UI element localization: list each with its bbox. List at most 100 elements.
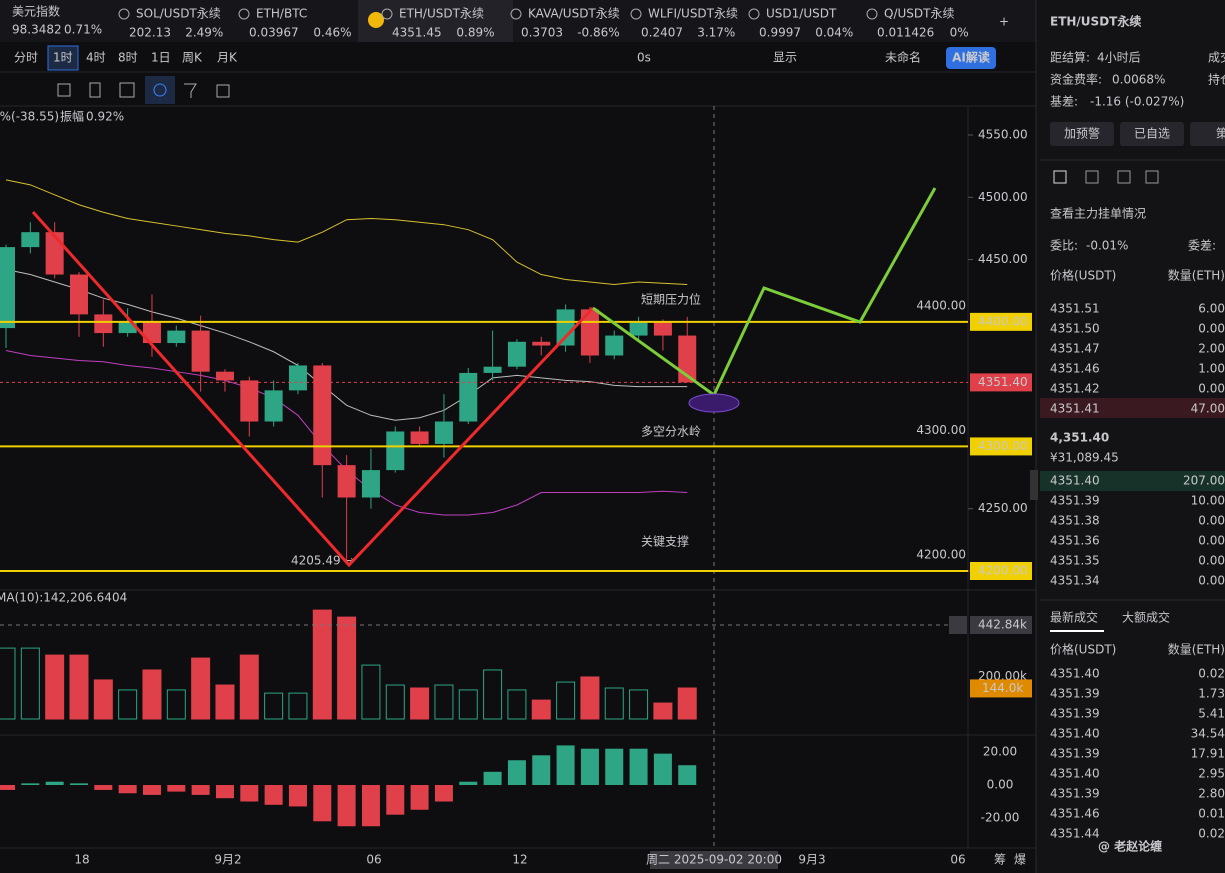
candle-body: [45, 232, 64, 275]
trade-tab: 大额成交: [1122, 610, 1170, 625]
tool-icon[interactable]: [119, 82, 135, 98]
macd-bar: [118, 785, 137, 794]
tab-name: ETH/BTC: [256, 7, 307, 21]
ratio-value: -0.01%: [1086, 239, 1128, 253]
volume-bar: [142, 669, 162, 720]
ai-button[interactable]: [946, 47, 996, 69]
active-tool: [145, 76, 175, 104]
candle-body: [507, 341, 526, 367]
info-label: 基差:: [1050, 95, 1078, 109]
volume-bar: [410, 687, 430, 720]
trade-qty: 5.41: [1198, 707, 1225, 721]
ask-qty: 6.00: [1198, 302, 1225, 316]
tool-icon[interactable]: [216, 84, 230, 98]
trade-price: 4351.40: [1050, 767, 1100, 781]
low-marker: 4205.49 →: [291, 554, 355, 568]
panel-button: [1190, 122, 1225, 146]
macd-bar: [434, 785, 453, 802]
bid-qty: 10.00: [1191, 494, 1225, 508]
volume-bar: [215, 684, 235, 720]
level-box: [970, 562, 1032, 580]
macd-bar: [167, 785, 186, 792]
ask-qty: 1.00: [1198, 362, 1225, 376]
macd-bar: [264, 785, 283, 805]
macd-tick: 20.00: [983, 745, 1017, 759]
info-value: 4小时后: [1097, 51, 1141, 65]
volume-bar: [531, 699, 551, 720]
volume-bar: [629, 689, 649, 720]
trade-price: 4351.46: [1050, 807, 1100, 821]
volume-bar: [507, 689, 527, 720]
panel-handle[interactable]: [1030, 470, 1038, 500]
volume-ma: MA(10):142,206.6404: [0, 591, 127, 605]
y-tick-label: 4550.00: [978, 128, 1028, 142]
volume-bar: [580, 676, 600, 720]
volume-bar: [434, 684, 454, 720]
timeframe: 周K: [182, 51, 203, 65]
bid-price: 4351.39: [1050, 494, 1100, 508]
x-tick-label: 9月3: [798, 853, 825, 867]
candle-body: [288, 365, 307, 391]
tab-name: WLFI/USDT永续: [648, 7, 738, 21]
candle-body: [215, 371, 234, 381]
volume-bar: [653, 702, 673, 720]
info-value: -1.16 (-0.027%): [1090, 95, 1184, 109]
bid-qty: 0.00: [1198, 514, 1225, 528]
macd-bar: [361, 785, 380, 827]
ai-label: AI解读: [952, 50, 990, 65]
macd-bar: [410, 785, 429, 810]
button-label: 加预警: [1064, 126, 1100, 141]
annotation: 关键支撑: [641, 534, 689, 549]
macd-bar: [94, 785, 113, 790]
macd-bar: [386, 785, 405, 815]
volume-bar: [118, 689, 138, 720]
panel-button: [1050, 122, 1114, 146]
bid-qty: 207.00: [1183, 474, 1225, 488]
tool-icon[interactable]: [89, 82, 101, 98]
tab-icon: [510, 8, 522, 20]
cursor-tag: [650, 851, 778, 869]
volume-ma-tag: [970, 679, 1032, 698]
panel-title: ETH/USDT永续: [1050, 14, 1141, 29]
macd-bar: [215, 785, 234, 799]
candle-body: [459, 372, 478, 422]
diff-label: 委差:: [1188, 239, 1216, 253]
add-tab[interactable]: +: [999, 15, 1009, 29]
tool-icon[interactable]: [57, 83, 71, 97]
ask-price: 4351.51: [1050, 302, 1100, 316]
bid-price: 4351.36: [1050, 534, 1100, 548]
macd-bar: [191, 785, 210, 795]
level-label: 4400.00: [916, 298, 966, 312]
trade-price: 4351.39: [1050, 687, 1100, 701]
macd-bar: [45, 781, 64, 785]
tool-icon[interactable]: [153, 83, 167, 97]
red-trendline: [31, 210, 595, 568]
watermark: @ 老赵论缠: [1098, 839, 1162, 854]
button-label: 策: [1216, 127, 1225, 141]
band-upper: [5, 179, 688, 285]
header: 数量(ETH): [1168, 642, 1225, 657]
display-menu: 显示: [773, 51, 797, 65]
tab-icon: [238, 8, 250, 20]
volume-bar: [385, 684, 405, 720]
tool-icon[interactable]: [184, 83, 197, 98]
cny-price: ¥31,089.45: [1050, 451, 1119, 465]
tab-change: 3.17%: [697, 26, 735, 40]
candle-body: [410, 431, 429, 444]
ask-qty: 0.00: [1198, 322, 1225, 336]
macd-bar: [313, 785, 332, 822]
info-value: 0.0068%: [1112, 73, 1165, 87]
green-trendline: [592, 187, 937, 398]
ask-qty: 0.00: [1198, 382, 1225, 396]
x-tick-label: 9月2: [214, 853, 241, 867]
last-price-box: [970, 373, 1032, 392]
x-tick-label: 06: [950, 853, 965, 867]
ask-price: 4351.42: [1050, 382, 1100, 396]
highlight-ellipse: [688, 393, 740, 413]
trade-qty: 0.02: [1198, 827, 1225, 841]
ask-qty: 47.00: [1191, 402, 1225, 416]
macd-bar: [240, 785, 259, 802]
macd-bar: [69, 783, 88, 785]
